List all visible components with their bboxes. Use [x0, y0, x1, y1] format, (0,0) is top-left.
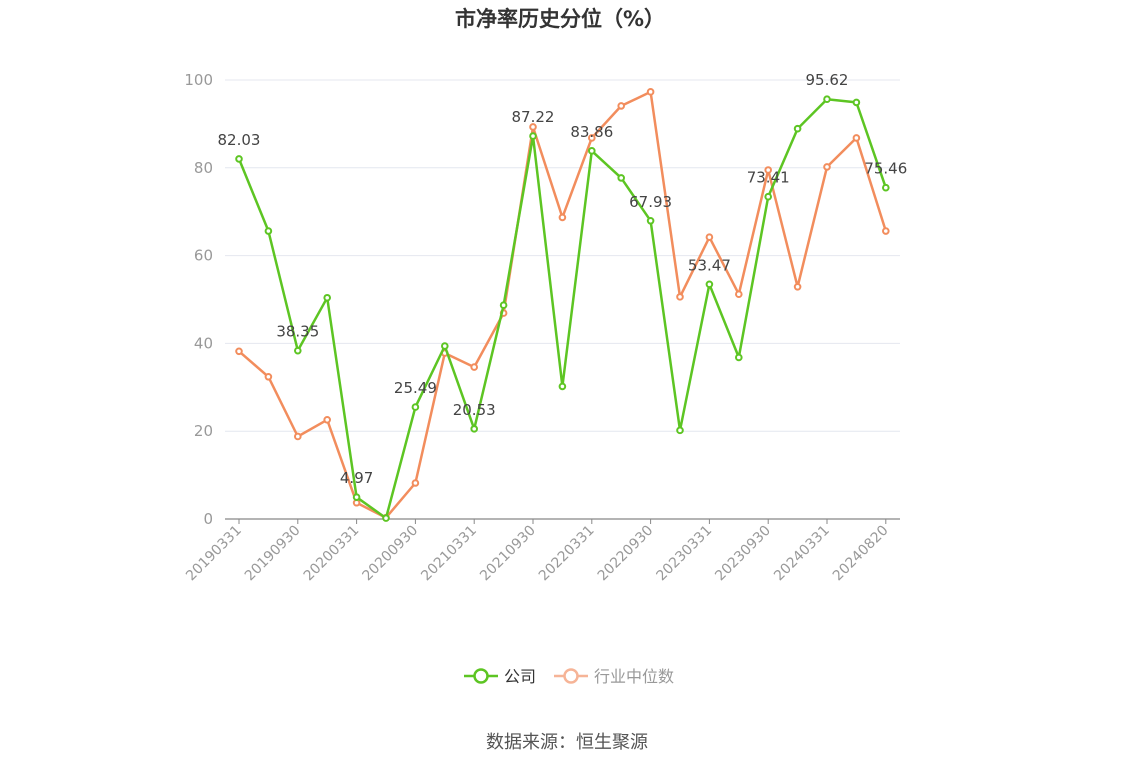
data-point-0-2 — [294, 346, 302, 355]
x-axis: 2019033120190930202003312020093020210331… — [183, 518, 900, 585]
data-label-4: 4.97 — [340, 469, 373, 487]
legend-item-0[interactable]: 公司 — [464, 667, 536, 686]
data-point-0-21 — [852, 98, 861, 107]
data-point-0-20 — [823, 95, 831, 104]
data-label-16: 53.47 — [688, 256, 731, 274]
data-point-0-18 — [764, 192, 773, 201]
x-tick-label-2: 20200331 — [301, 523, 363, 585]
y-tick-label-4: 80 — [194, 159, 213, 177]
data-point-0-7 — [441, 342, 449, 350]
series-line-0 — [237, 97, 887, 520]
series-line-1 — [238, 90, 887, 519]
chart-title: 市净率历史分位（%） — [455, 7, 665, 31]
y-tick-label-5: 100 — [184, 71, 213, 89]
data-label-22: 75.46 — [864, 160, 907, 178]
y-tick-label-2: 40 — [194, 334, 213, 352]
data-point-0-16 — [705, 280, 714, 289]
data-point-1-12 — [588, 134, 596, 142]
legend-item-1[interactable]: 行业中位数 — [554, 667, 674, 686]
x-tick-label-0: 20190331 — [183, 523, 245, 585]
data-point-1-3 — [323, 415, 332, 424]
data-point-0-10 — [529, 132, 537, 140]
data-point-0-11 — [558, 382, 567, 391]
data-point-0-17 — [735, 353, 743, 362]
data-label-10: 87.22 — [512, 108, 555, 126]
x-tick-label-5: 20210930 — [477, 523, 539, 585]
x-tick-label-10: 20240331 — [771, 523, 833, 585]
grid-lines — [225, 79, 900, 432]
data-labels: 82.03 38.35 4.97 25.49 20.53 87.22 83.86 67.93 5… — [218, 71, 908, 487]
data-point-1-2 — [294, 432, 302, 441]
legend-label-0: 公司 — [504, 667, 536, 686]
x-tick-label-1: 20190930 — [242, 523, 304, 585]
y-axis: 0 20 40 60 80 100 — [184, 71, 213, 528]
data-label-14: 67.93 — [629, 193, 672, 211]
x-tick-label-11: 20240820 — [830, 523, 892, 585]
data-label-12: 83.86 — [570, 123, 613, 141]
data-point-1-13 — [617, 102, 626, 110]
data-point-1-14 — [646, 88, 655, 96]
data-point-1-18 — [764, 166, 773, 174]
y-tick-label-0: 0 — [203, 510, 213, 528]
data-point-0-22 — [882, 183, 890, 192]
data-point-1-15 — [676, 293, 684, 301]
y-tick-label-3: 60 — [194, 247, 213, 265]
data-point-1-17 — [735, 290, 743, 299]
data-point-1-8 — [470, 363, 479, 371]
x-tick-label-4: 20210331 — [418, 523, 480, 585]
data-point-0-15 — [676, 426, 684, 435]
data-point-1-11 — [558, 213, 567, 222]
data-point-1-20 — [823, 163, 831, 171]
data-point-0-19 — [793, 124, 802, 133]
data-label-2: 38.35 — [276, 323, 319, 341]
data-point-0-0 — [235, 155, 243, 163]
series-layer — [235, 88, 890, 522]
legend-marker-0 — [473, 668, 489, 684]
data-point-1-22 — [882, 227, 890, 235]
data-point-1-10 — [529, 123, 537, 131]
data-label-0: 82.03 — [218, 131, 261, 149]
data-point-0-8 — [470, 425, 479, 433]
data-point-1-0 — [235, 347, 243, 356]
data-point-0-3 — [323, 293, 332, 302]
legend[interactable]: 公司 行业中位数 — [464, 667, 674, 686]
data-point-0-4 — [352, 493, 361, 501]
data-label-6: 25.49 — [394, 379, 437, 397]
x-tick-label-3: 20200930 — [360, 523, 422, 585]
data-point-0-1 — [264, 227, 273, 235]
data-point-0-9 — [499, 301, 508, 310]
data-point-1-6 — [411, 479, 420, 487]
data-point-0-12 — [588, 147, 596, 155]
data-label-8: 20.53 — [453, 401, 496, 419]
x-tick-label-7: 20220930 — [595, 523, 657, 585]
data-point-0-14 — [646, 216, 655, 225]
data-point-0-6 — [411, 403, 420, 411]
x-tick-label-9: 20230930 — [712, 523, 774, 585]
legend-marker-1 — [563, 668, 579, 684]
data-label-18: 73.41 — [747, 169, 790, 187]
data-point-0-5 — [382, 514, 390, 522]
x-tick-label-6: 20220331 — [536, 523, 598, 585]
data-point-1-1 — [264, 372, 273, 381]
y-tick-label-1: 20 — [194, 422, 213, 440]
legend-label-1: 行业中位数 — [594, 667, 674, 686]
source-note: 数据来源：恒生聚源 — [486, 732, 648, 753]
data-label-20: 95.62 — [806, 71, 849, 89]
data-point-0-13 — [617, 174, 626, 182]
data-point-1-19 — [793, 282, 802, 291]
data-point-1-16 — [705, 233, 714, 241]
data-point-1-21 — [852, 134, 861, 142]
x-tick-label-8: 20230331 — [654, 523, 716, 585]
